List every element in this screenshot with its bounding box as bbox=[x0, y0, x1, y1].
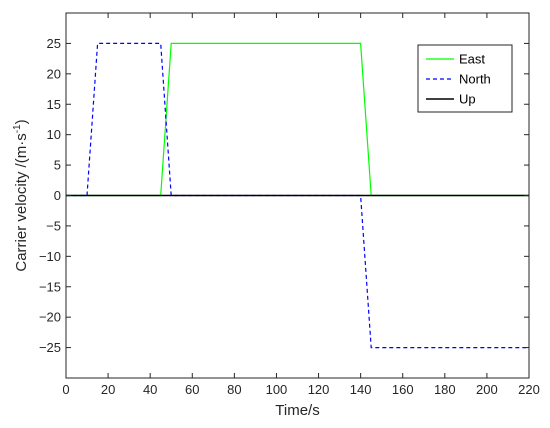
y-tick-label: −5 bbox=[46, 218, 61, 233]
x-tick-label: 120 bbox=[308, 382, 330, 397]
y-tick-label: 20 bbox=[47, 66, 61, 81]
y-tick-label: −25 bbox=[39, 340, 61, 355]
y-axis-label-sup: -1 bbox=[12, 124, 23, 133]
y-tick-label: 15 bbox=[47, 97, 61, 112]
x-tick-label: 160 bbox=[392, 382, 414, 397]
y-tick-label: 10 bbox=[47, 127, 61, 142]
y-tick-label: −15 bbox=[39, 279, 61, 294]
y-tick-label: 0 bbox=[54, 188, 61, 203]
y-tick-label: −10 bbox=[39, 249, 61, 264]
x-tick-label: 220 bbox=[518, 382, 540, 397]
x-tick-label: 100 bbox=[266, 382, 288, 397]
x-tick-label: 200 bbox=[476, 382, 498, 397]
y-axis-label-close: ) bbox=[13, 119, 30, 124]
legend-label-up: Up bbox=[459, 92, 476, 107]
x-tick-label: 180 bbox=[434, 382, 456, 397]
x-tick-label: 80 bbox=[227, 382, 241, 397]
x-tick-label: 60 bbox=[185, 382, 199, 397]
y-tick-label: 5 bbox=[54, 158, 61, 173]
ticks-layer: 0 20 40 60 80 100 120 140 160 180 200 220−25−20−15−… bbox=[39, 13, 540, 397]
y-axis-label: Carrier velocity /(m·s-1) bbox=[12, 119, 30, 271]
y-axis-label-main: Carrier velocity /(m·s bbox=[13, 133, 30, 271]
x-tick-label: 140 bbox=[350, 382, 372, 397]
legend: East North Up bbox=[417, 44, 513, 113]
legend-label-east: East bbox=[459, 52, 485, 67]
y-tick-label: −20 bbox=[39, 310, 61, 325]
y-tick-label: 25 bbox=[47, 36, 61, 51]
series-layer bbox=[66, 42, 529, 349]
legend-label-north: North bbox=[459, 72, 491, 87]
x-tick-label: 20 bbox=[101, 382, 115, 397]
x-axis-label: Time/s bbox=[275, 402, 319, 419]
x-tick-label: 40 bbox=[143, 382, 157, 397]
x-tick-label: 0 bbox=[62, 382, 69, 397]
